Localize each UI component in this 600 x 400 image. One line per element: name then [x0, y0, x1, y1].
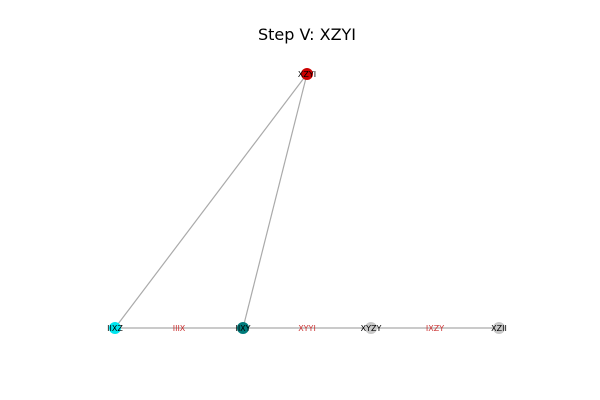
node-xzyi: XZYI: [298, 68, 316, 80]
node-label: XYZY: [361, 324, 382, 333]
node-xzii: XZII: [491, 322, 507, 334]
node-marker: [365, 322, 377, 334]
edge-xzyi-iixz: [114, 73, 308, 329]
edge-label-layer: IIIX XYYI IXZY: [173, 324, 444, 333]
edge-layer: [114, 73, 499, 329]
node-xyzy: XYZY: [361, 322, 382, 334]
edge-label: IXZY: [426, 324, 444, 333]
node-label: IIXY: [235, 324, 250, 333]
edge-xzyi-iixy: [242, 73, 308, 329]
diagram-title: Step V: XZYI: [258, 25, 356, 44]
node-iixy: IIXY: [235, 322, 251, 334]
node-layer: XZYI IIXZ IIXY XYZY XZII: [107, 68, 507, 334]
node-marker: [109, 322, 121, 334]
node-label: IIXZ: [107, 324, 123, 333]
node-label: XZYI: [298, 70, 316, 79]
node-marker: [237, 322, 249, 334]
node-marker: [493, 322, 505, 334]
edge-label: IIIX: [173, 324, 186, 333]
node-label: XZII: [491, 324, 507, 333]
edge-label: XYYI: [298, 324, 316, 333]
node-marker: [301, 68, 313, 80]
node-iixz: IIXZ: [107, 322, 123, 334]
